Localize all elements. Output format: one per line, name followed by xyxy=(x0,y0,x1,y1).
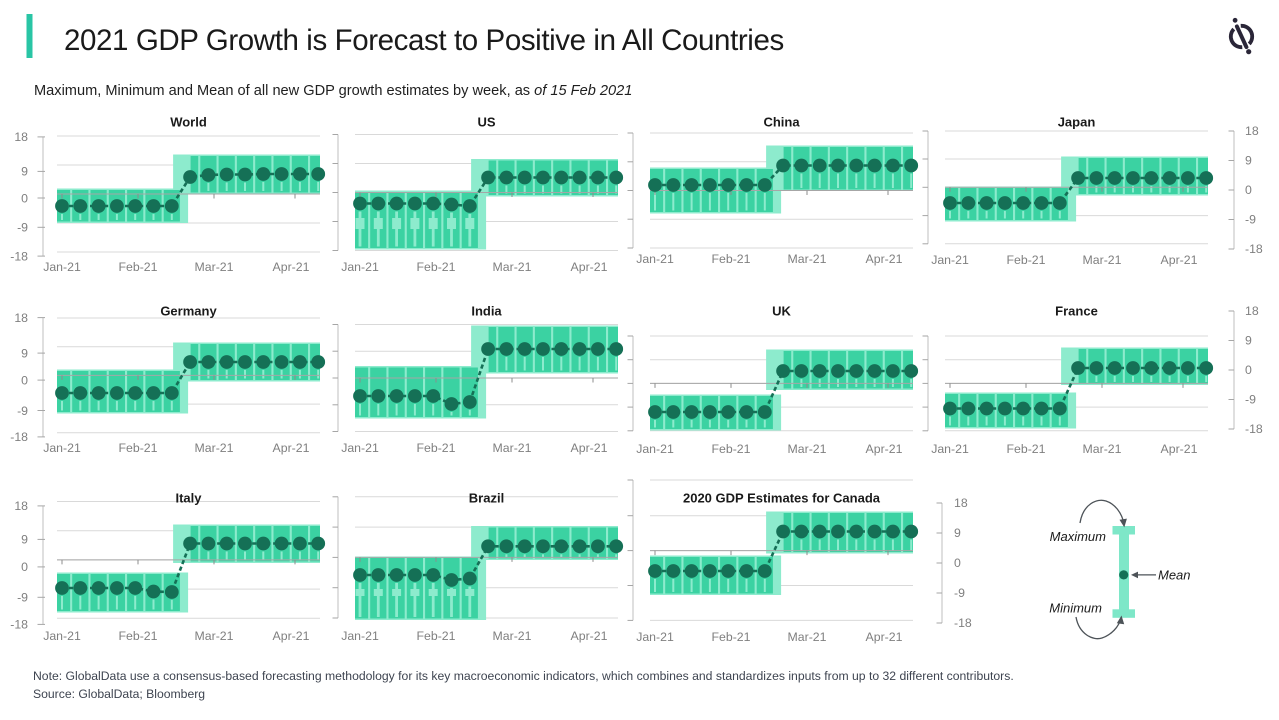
svg-text:Apr-21: Apr-21 xyxy=(273,260,310,274)
svg-text:18: 18 xyxy=(1245,124,1259,138)
svg-text:Jan-21: Jan-21 xyxy=(341,441,379,455)
svg-text:Jan-21: Jan-21 xyxy=(43,260,81,274)
svg-text:Jan-21: Jan-21 xyxy=(43,441,81,455)
svg-text:Apr-21: Apr-21 xyxy=(1161,442,1198,456)
svg-text:0: 0 xyxy=(954,556,961,570)
svg-text:0: 0 xyxy=(21,560,28,574)
svg-text:-9: -9 xyxy=(17,591,28,605)
svg-text:2020 GDP Estimates for Canada: 2020 GDP Estimates for Canada xyxy=(683,491,881,506)
svg-text:Feb-21: Feb-21 xyxy=(417,260,456,274)
svg-text:Feb-21: Feb-21 xyxy=(417,441,456,455)
svg-text:Mar-21: Mar-21 xyxy=(788,442,827,456)
svg-text:World: World xyxy=(170,115,207,130)
svg-text:Maximum, Minimum and Mean of a: Maximum, Minimum and Mean of all new GDP… xyxy=(34,83,632,99)
svg-text:-18: -18 xyxy=(10,249,28,263)
svg-text:Mar-21: Mar-21 xyxy=(493,629,532,643)
svg-text:0: 0 xyxy=(1245,363,1252,377)
svg-text:Feb-21: Feb-21 xyxy=(119,441,158,455)
svg-text:Apr-21: Apr-21 xyxy=(1161,253,1198,267)
svg-text:France: France xyxy=(1055,304,1098,319)
svg-text:18: 18 xyxy=(954,496,968,510)
svg-text:Feb-21: Feb-21 xyxy=(1007,253,1046,267)
svg-text:-18: -18 xyxy=(1245,242,1263,256)
svg-text:9: 9 xyxy=(21,165,28,179)
svg-text:Feb-21: Feb-21 xyxy=(119,629,158,643)
svg-text:0: 0 xyxy=(1245,183,1252,197)
svg-text:Jan-21: Jan-21 xyxy=(636,630,674,644)
svg-text:Minimum: Minimum xyxy=(1049,601,1102,616)
svg-text:Feb-21: Feb-21 xyxy=(119,260,158,274)
svg-text:Jan-21: Jan-21 xyxy=(636,442,674,456)
svg-text:9: 9 xyxy=(21,346,28,360)
svg-text:Mar-21: Mar-21 xyxy=(788,252,827,266)
svg-text:18: 18 xyxy=(14,130,28,144)
svg-text:-18: -18 xyxy=(954,616,972,630)
svg-text:Mar-21: Mar-21 xyxy=(1083,442,1122,456)
svg-text:Mar-21: Mar-21 xyxy=(493,441,532,455)
svg-text:Maximum: Maximum xyxy=(1050,529,1107,544)
svg-text:Apr-21: Apr-21 xyxy=(273,441,310,455)
svg-text:18: 18 xyxy=(14,311,28,325)
svg-text:Mar-21: Mar-21 xyxy=(195,441,234,455)
svg-text:9: 9 xyxy=(1245,154,1252,168)
svg-text:9: 9 xyxy=(954,526,961,540)
svg-text:Apr-21: Apr-21 xyxy=(571,629,608,643)
svg-text:18: 18 xyxy=(14,499,28,513)
svg-text:Jan-21: Jan-21 xyxy=(931,253,969,267)
svg-text:Jan-21: Jan-21 xyxy=(341,260,379,274)
svg-text:-9: -9 xyxy=(17,221,28,235)
svg-text:-18: -18 xyxy=(10,430,28,444)
svg-text:Jan-21: Jan-21 xyxy=(636,252,674,266)
svg-text:China: China xyxy=(763,115,800,130)
svg-text:-9: -9 xyxy=(954,586,965,600)
svg-text:Mar-21: Mar-21 xyxy=(788,630,827,644)
svg-text:Feb-21: Feb-21 xyxy=(1007,442,1046,456)
svg-text:Apr-21: Apr-21 xyxy=(273,629,310,643)
svg-text:-9: -9 xyxy=(1245,393,1256,407)
svg-text:US: US xyxy=(477,115,495,130)
svg-text:Mean: Mean xyxy=(1158,568,1191,583)
svg-text:0: 0 xyxy=(21,191,28,205)
svg-text:India: India xyxy=(471,304,502,319)
svg-text:Source: GlobalData; Bloomberg: Source: GlobalData; Bloomberg xyxy=(33,687,205,701)
svg-text:Apr-21: Apr-21 xyxy=(866,252,903,266)
svg-text:0: 0 xyxy=(21,373,28,387)
svg-text:2021 GDP Growth is Forecast to: 2021 GDP Growth is Forecast to Positive … xyxy=(64,24,784,57)
svg-text:Japan: Japan xyxy=(1058,115,1096,130)
svg-text:UK: UK xyxy=(772,304,791,319)
svg-text:Mar-21: Mar-21 xyxy=(195,629,234,643)
svg-text:Italy: Italy xyxy=(175,491,202,506)
svg-text:-18: -18 xyxy=(10,618,28,632)
svg-text:Jan-21: Jan-21 xyxy=(43,629,81,643)
svg-text:Feb-21: Feb-21 xyxy=(712,442,751,456)
svg-text:Jan-21: Jan-21 xyxy=(931,442,969,456)
svg-text:-9: -9 xyxy=(17,404,28,418)
svg-text:Feb-21: Feb-21 xyxy=(417,629,456,643)
svg-text:Apr-21: Apr-21 xyxy=(571,260,608,274)
svg-text:9: 9 xyxy=(21,533,28,547)
svg-text:Note: GlobalData use a consens: Note: GlobalData use a consensus-based f… xyxy=(33,669,1014,683)
svg-text:Apr-21: Apr-21 xyxy=(866,630,903,644)
svg-text:Brazil: Brazil xyxy=(469,491,504,506)
svg-text:Feb-21: Feb-21 xyxy=(712,252,751,266)
svg-text:Mar-21: Mar-21 xyxy=(195,260,234,274)
svg-text:Apr-21: Apr-21 xyxy=(571,441,608,455)
svg-text:9: 9 xyxy=(1245,334,1252,348)
svg-text:-9: -9 xyxy=(1245,213,1256,227)
svg-text:Feb-21: Feb-21 xyxy=(712,630,751,644)
svg-text:-18: -18 xyxy=(1245,422,1263,436)
svg-text:Germany: Germany xyxy=(160,304,217,319)
svg-text:Mar-21: Mar-21 xyxy=(1083,253,1122,267)
svg-text:Jan-21: Jan-21 xyxy=(341,629,379,643)
svg-text:Apr-21: Apr-21 xyxy=(866,442,903,456)
svg-text:Mar-21: Mar-21 xyxy=(493,260,532,274)
svg-text:18: 18 xyxy=(1245,304,1259,318)
